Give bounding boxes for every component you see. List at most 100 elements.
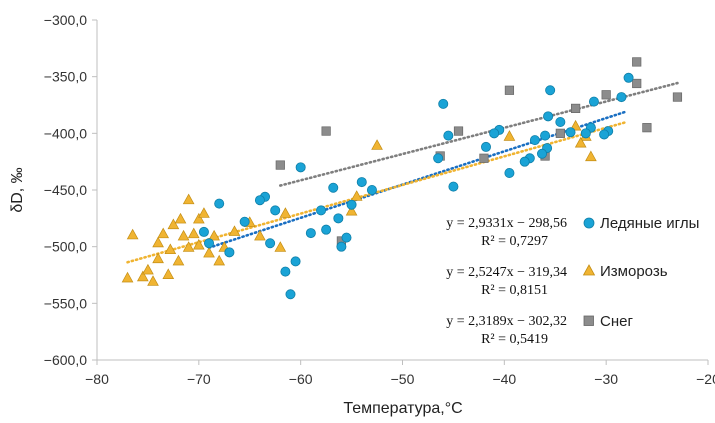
y-tick-label: −600,0: [44, 352, 87, 368]
point-rime: [345, 204, 358, 216]
trend-lines: [126, 81, 679, 264]
point-ice-needles: [316, 205, 327, 216]
point-rime: [503, 130, 516, 141]
point-ice-needles: [588, 96, 599, 107]
point-ice-needles: [198, 226, 209, 237]
legend-item-snow: Снег: [583, 313, 633, 330]
point-rime: [228, 225, 241, 236]
point-snow: [275, 160, 285, 170]
point-ice-needles: [336, 241, 347, 252]
legend-marker-circle: [583, 217, 595, 229]
point-rime: [279, 207, 292, 218]
point-ice-needles: [290, 256, 301, 267]
y-tick-label: −400,0: [44, 125, 87, 141]
point-rime: [182, 193, 195, 205]
point-ice-needles: [341, 232, 352, 243]
legend-marker-square: [583, 315, 594, 326]
point-ice-needles: [443, 130, 454, 141]
equation-ice-needles: y = 2,9331x − 298,56: [446, 216, 567, 231]
point-ice-needles: [285, 289, 296, 300]
point-rime: [350, 190, 363, 201]
y-tick-label: −350,0: [44, 69, 87, 85]
point-ice-needles: [305, 228, 316, 239]
point-ice-needles: [481, 141, 492, 152]
point-ice-needles: [214, 198, 225, 209]
point-ice-needles: [270, 205, 281, 216]
point-rime: [198, 207, 210, 218]
y-tick-label: −300,0: [44, 12, 87, 28]
point-rime: [254, 229, 266, 241]
x-tick-label: −60: [289, 371, 313, 387]
point-rime: [569, 119, 582, 131]
point-rime: [157, 227, 170, 239]
point-rime: [192, 212, 205, 224]
y-axis-title: δD, ‰: [9, 167, 26, 212]
point-ice-needles: [555, 117, 566, 128]
point-ice-needles: [328, 182, 339, 193]
point-ice-needles: [545, 85, 556, 96]
point-ice-needles: [616, 92, 627, 103]
annotations: δD, ‰ Температура,°C y = 2,9331x − 298,5…: [9, 167, 567, 417]
point-ice-needles: [333, 213, 344, 224]
point-ice-needles: [623, 72, 634, 83]
point-snow: [672, 92, 683, 102]
point-snow: [453, 126, 464, 136]
x-tick-label: −70: [187, 371, 211, 387]
point-snow: [642, 123, 652, 133]
equation-snow: y = 2,3189x − 302,32: [446, 314, 567, 329]
data-points: [121, 57, 683, 300]
point-rime: [187, 227, 200, 239]
point-rime: [136, 270, 149, 282]
point-ice-needles: [321, 224, 332, 235]
point-rime: [371, 139, 383, 150]
r2-snow: R² = 0,5419: [481, 332, 548, 347]
point-rime: [147, 275, 159, 286]
point-rime: [152, 236, 164, 248]
point-ice-needles: [366, 184, 377, 195]
x-tick-label: −40: [492, 371, 516, 387]
legend-item-rime: Изморозь: [582, 263, 668, 280]
point-rime: [174, 212, 187, 224]
legend-item-ice-needles: Ледяные иглы: [583, 215, 699, 232]
point-ice-needles: [433, 153, 444, 164]
point-rime: [208, 229, 220, 241]
point-rime: [177, 229, 190, 241]
x-tick-label: −20: [696, 371, 715, 387]
point-rime: [142, 263, 154, 275]
point-ice-needles: [599, 129, 610, 140]
point-ice-needles: [580, 128, 591, 139]
point-rime: [574, 136, 587, 148]
point-snow: [321, 126, 331, 136]
r2-ice-needles: R² = 0,7297: [481, 234, 548, 249]
point-rime: [162, 268, 175, 279]
point-ice-needles: [565, 127, 576, 138]
point-rime: [126, 228, 139, 240]
x-tick-label: −80: [85, 371, 109, 387]
point-rime: [172, 254, 185, 266]
legend-marker-triangle: [582, 264, 596, 276]
point-ice-needles: [519, 156, 530, 167]
point-ice-needles: [529, 135, 540, 146]
point-ice-needles: [543, 111, 554, 122]
point-ice-needles: [280, 266, 291, 277]
y-tick-label: −550,0: [44, 295, 87, 311]
point-rime: [164, 243, 177, 255]
point-rime: [167, 218, 180, 230]
point-ice-needles: [224, 247, 235, 258]
legend-label-snow: Снег: [600, 313, 633, 330]
point-ice-needles: [346, 199, 357, 210]
legend-label-rime: Изморозь: [600, 263, 668, 280]
point-rime: [152, 252, 164, 264]
point-ice-needles: [239, 216, 250, 227]
point-snow: [555, 128, 565, 138]
y-tick-label: −500,0: [44, 239, 87, 255]
trend-line-snow: [278, 81, 679, 187]
x-tick-label: −50: [391, 371, 415, 387]
point-ice-needles: [438, 98, 449, 109]
point-rime: [585, 150, 597, 162]
point-snow: [601, 90, 611, 100]
point-rime: [192, 238, 205, 250]
point-snow: [571, 103, 581, 114]
r2-rime: R² = 0,8151: [481, 283, 548, 298]
